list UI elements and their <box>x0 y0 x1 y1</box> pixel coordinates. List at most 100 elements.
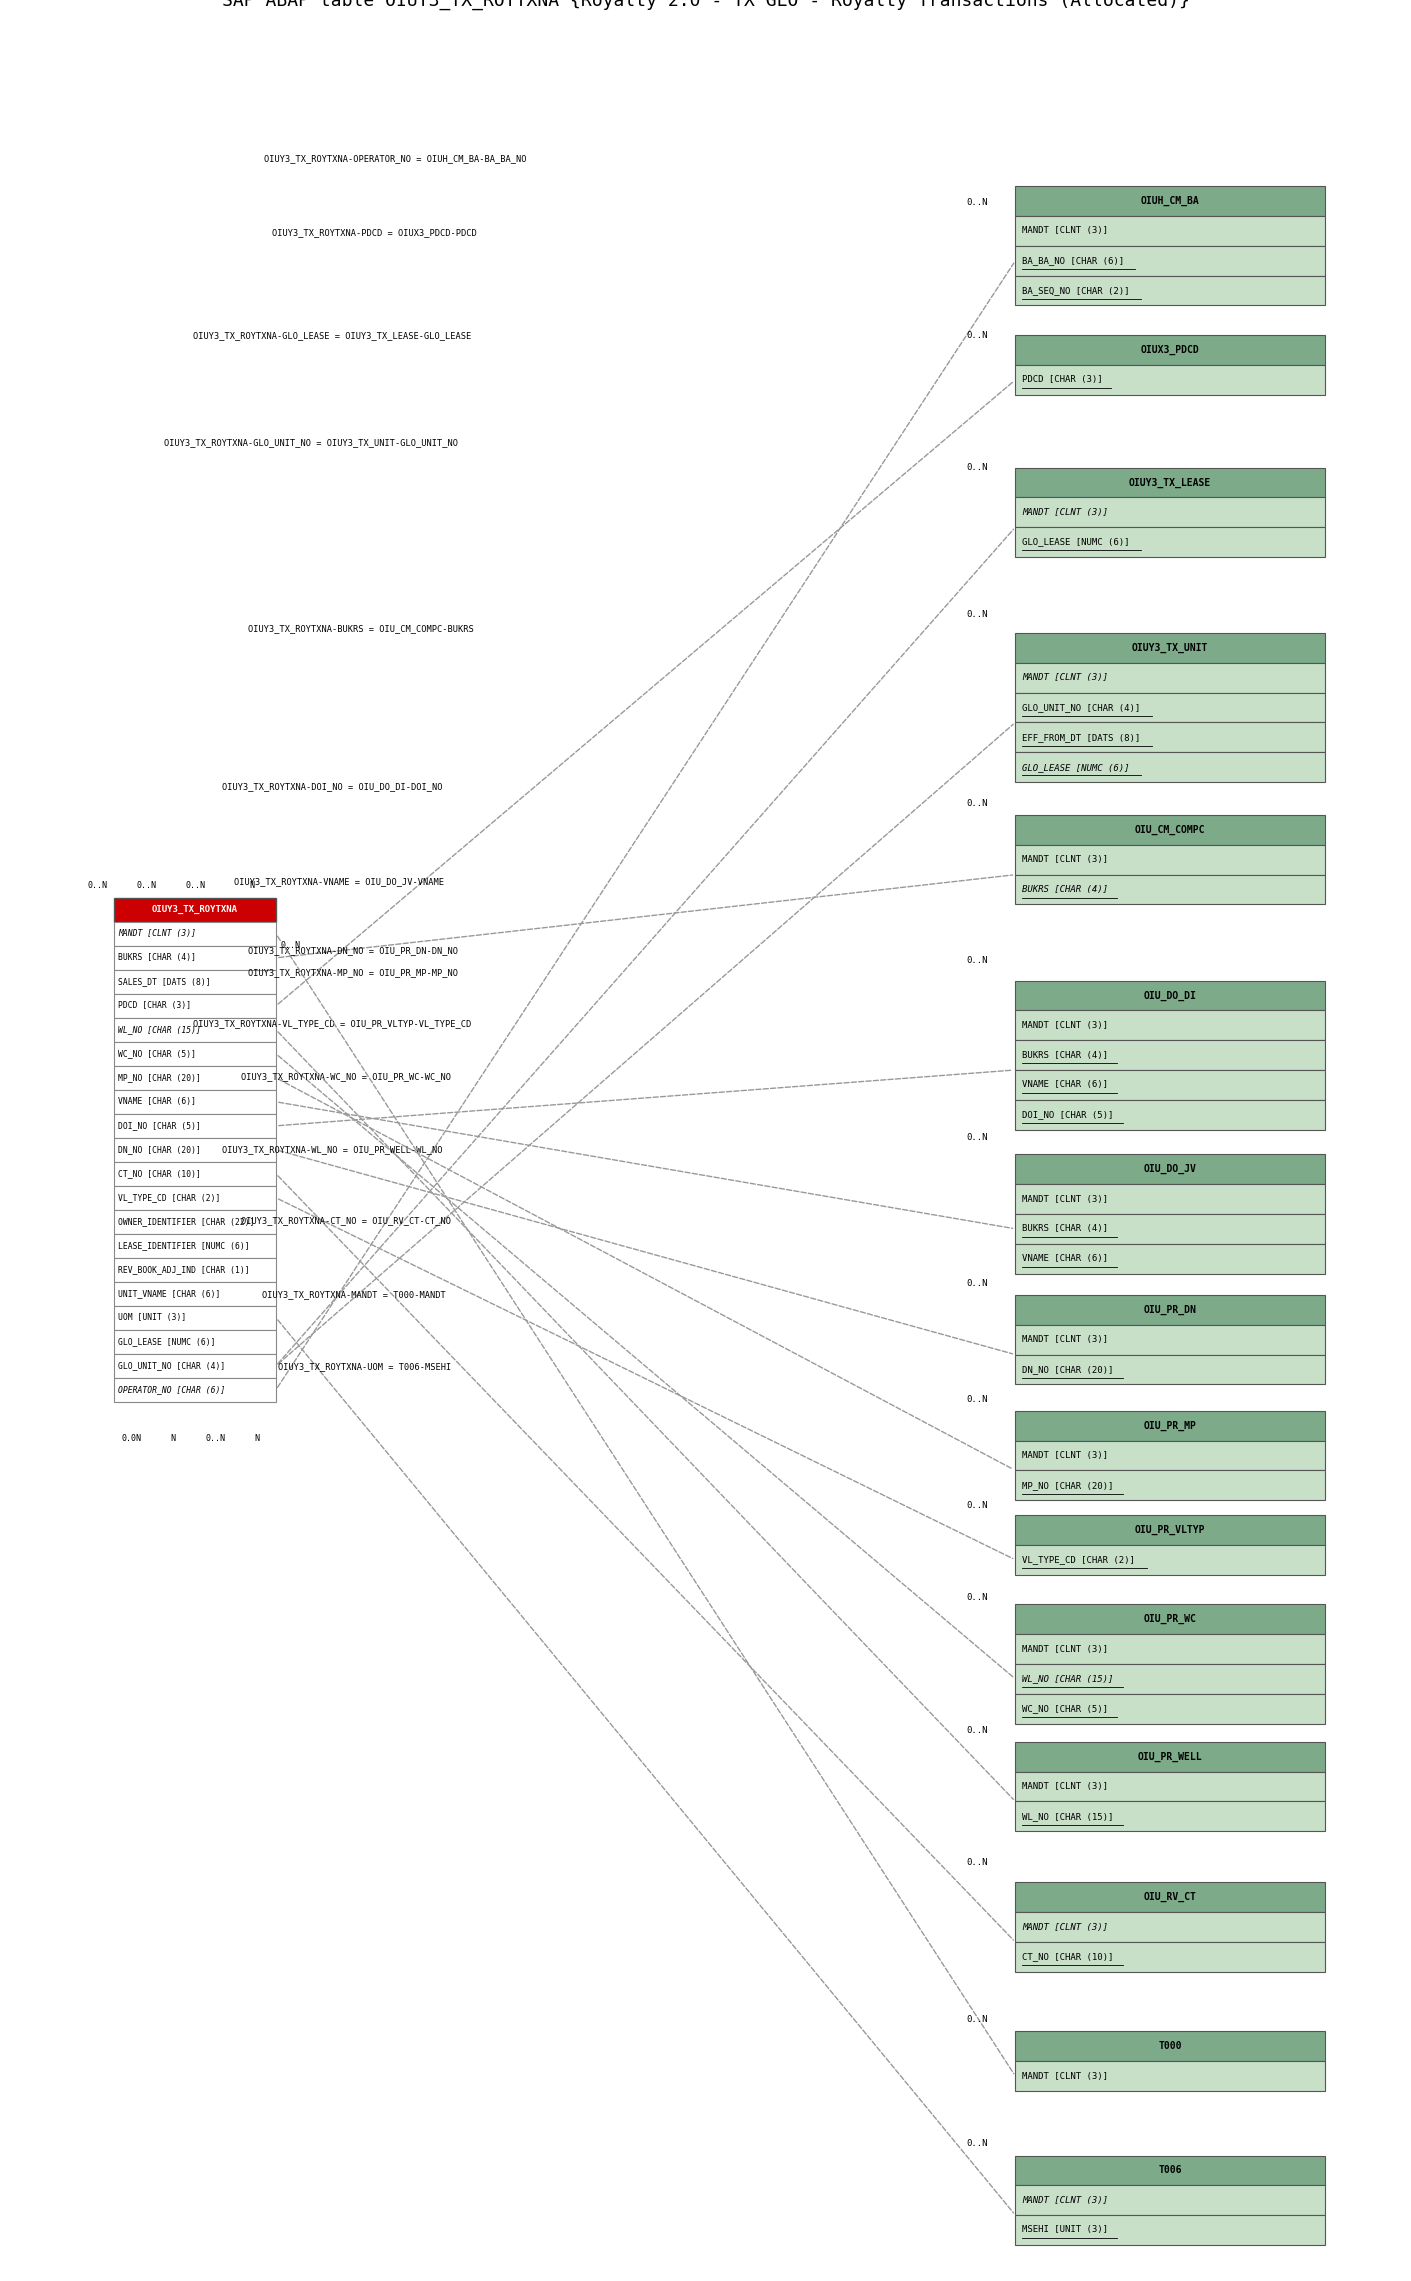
FancyBboxPatch shape <box>1016 1633 1325 1665</box>
Text: OPERATOR_NO [CHAR (6)]: OPERATOR_NO [CHAR (6)] <box>119 1385 226 1394</box>
FancyBboxPatch shape <box>1016 1412 1325 1442</box>
Text: 0..N: 0..N <box>967 1134 988 1143</box>
Text: T006: T006 <box>1158 2165 1182 2176</box>
Text: EFF_FROM_DT [DATS (8)]: EFF_FROM_DT [DATS (8)] <box>1023 732 1140 741</box>
FancyBboxPatch shape <box>1016 187 1325 217</box>
Text: MP_NO [CHAR (20)]: MP_NO [CHAR (20)] <box>1023 1480 1113 1489</box>
Text: 0..N: 0..N <box>967 1394 988 1403</box>
Text: N: N <box>255 1435 260 1444</box>
Text: WL_NO [CHAR (15)]: WL_NO [CHAR (15)] <box>1023 1674 1113 1683</box>
Text: OIU_DO_JV: OIU_DO_JV <box>1144 1163 1197 1175</box>
Text: BA_BA_NO [CHAR (6)]: BA_BA_NO [CHAR (6)] <box>1023 255 1125 265</box>
Text: DN_NO [CHAR (20)]: DN_NO [CHAR (20)] <box>1023 1364 1113 1373</box>
Text: OIUY3_TX_ROYTXNA-PDCD = OIUX3_PDCD-PDCD: OIUY3_TX_ROYTXNA-PDCD = OIUX3_PDCD-PDCD <box>272 228 477 237</box>
FancyBboxPatch shape <box>1016 468 1325 497</box>
Text: VNAME [CHAR (6)]: VNAME [CHAR (6)] <box>1023 1081 1109 1090</box>
FancyBboxPatch shape <box>114 1138 277 1161</box>
FancyBboxPatch shape <box>1016 1243 1325 1273</box>
Text: DOI_NO [CHAR (5)]: DOI_NO [CHAR (5)] <box>119 1122 202 1131</box>
Text: VL_TYPE_CD [CHAR (2)]: VL_TYPE_CD [CHAR (2)] <box>119 1193 220 1202</box>
Text: CT_NO [CHAR (10)]: CT_NO [CHAR (10)] <box>119 1170 202 1179</box>
Text: 0..N: 0..N <box>967 2016 988 2023</box>
FancyBboxPatch shape <box>114 1234 277 1257</box>
Text: N: N <box>171 1435 175 1444</box>
Text: OIU_RV_CT: OIU_RV_CT <box>1144 1893 1197 1902</box>
Text: 0..N: 0..N <box>967 198 988 208</box>
Text: OIUY3_TX_UNIT: OIUY3_TX_UNIT <box>1132 643 1208 652</box>
Text: VL_TYPE_CD [CHAR (2)]: VL_TYPE_CD [CHAR (2)] <box>1023 1556 1136 1565</box>
FancyBboxPatch shape <box>1016 1325 1325 1355</box>
FancyBboxPatch shape <box>1016 1515 1325 1544</box>
Text: OIUY3_TX_ROYTXNA-VNAME = OIU_DO_JV-VNAME: OIUY3_TX_ROYTXNA-VNAME = OIU_DO_JV-VNAME <box>234 876 444 885</box>
FancyBboxPatch shape <box>114 1042 277 1065</box>
Text: UNIT_VNAME [CHAR (6)]: UNIT_VNAME [CHAR (6)] <box>119 1289 220 1298</box>
FancyBboxPatch shape <box>114 1353 277 1378</box>
FancyBboxPatch shape <box>114 1113 277 1138</box>
FancyBboxPatch shape <box>114 1065 277 1090</box>
FancyBboxPatch shape <box>1016 1040 1325 1070</box>
FancyBboxPatch shape <box>114 1378 277 1403</box>
Text: WC_NO [CHAR (5)]: WC_NO [CHAR (5)] <box>119 1049 196 1058</box>
FancyBboxPatch shape <box>1016 1099 1325 1129</box>
Text: 0..N: 0..N <box>967 2140 988 2149</box>
Text: OIUY3_TX_LEASE: OIUY3_TX_LEASE <box>1129 477 1211 488</box>
FancyBboxPatch shape <box>114 995 277 1017</box>
Text: GLO_LEASE [NUMC (6)]: GLO_LEASE [NUMC (6)] <box>119 1337 216 1346</box>
Text: 0..N: 0..N <box>206 1435 226 1444</box>
Text: OIUY3_TX_ROYTXNA: OIUY3_TX_ROYTXNA <box>152 906 238 915</box>
FancyBboxPatch shape <box>1016 1911 1325 1941</box>
Text: REV_BOOK_ADJ_IND [CHAR (1)]: REV_BOOK_ADJ_IND [CHAR (1)] <box>119 1266 250 1275</box>
Text: OIU_PR_DN: OIU_PR_DN <box>1144 1305 1197 1316</box>
FancyBboxPatch shape <box>1016 2156 1325 2185</box>
Text: OWNER_IDENTIFIER [CHAR (22)]: OWNER_IDENTIFIER [CHAR (22)] <box>119 1218 255 1227</box>
Text: OIUY3_TX_ROYTXNA-DOI_NO = OIU_DO_DI-DOI_NO: OIUY3_TX_ROYTXNA-DOI_NO = OIU_DO_DI-DOI_… <box>222 782 443 792</box>
FancyBboxPatch shape <box>114 1330 277 1353</box>
Text: OIUY3_TX_ROYTXNA-BUKRS = OIU_CM_COMPC-BUKRS: OIUY3_TX_ROYTXNA-BUKRS = OIU_CM_COMPC-BU… <box>247 623 473 632</box>
Text: PDCD [CHAR (3)]: PDCD [CHAR (3)] <box>1023 376 1103 385</box>
Text: MP_NO [CHAR (20)]: MP_NO [CHAR (20)] <box>119 1074 202 1081</box>
Text: OIUY3_TX_ROYTXNA-WC_NO = OIU_PR_WC-WC_NO: OIUY3_TX_ROYTXNA-WC_NO = OIU_PR_WC-WC_NO <box>241 1072 452 1081</box>
Text: MANDT [CLNT (3)]: MANDT [CLNT (3)] <box>119 928 196 937</box>
FancyBboxPatch shape <box>1016 1544 1325 1574</box>
FancyBboxPatch shape <box>1016 874 1325 906</box>
Text: DOI_NO [CHAR (5)]: DOI_NO [CHAR (5)] <box>1023 1111 1113 1120</box>
FancyBboxPatch shape <box>1016 1471 1325 1501</box>
Text: BUKRS [CHAR (4)]: BUKRS [CHAR (4)] <box>1023 1225 1109 1234</box>
FancyBboxPatch shape <box>1016 2062 1325 2092</box>
Text: OIUY3_TX_ROYTXNA-WL_NO = OIU_PR_WELL-WL_NO: OIUY3_TX_ROYTXNA-WL_NO = OIU_PR_WELL-WL_… <box>222 1145 443 1154</box>
Text: 0..N: 0..N <box>967 956 988 965</box>
FancyBboxPatch shape <box>1016 1882 1325 1911</box>
Text: MANDT [CLNT (3)]: MANDT [CLNT (3)] <box>1023 1923 1109 1932</box>
FancyBboxPatch shape <box>114 1257 277 1282</box>
FancyBboxPatch shape <box>1016 1941 1325 1971</box>
Text: OIU_DO_DI: OIU_DO_DI <box>1144 990 1197 1001</box>
Text: MANDT [CLNT (3)]: MANDT [CLNT (3)] <box>1023 226 1109 235</box>
Text: 0..N: 0..N <box>281 942 301 951</box>
Text: MANDT [CLNT (3)]: MANDT [CLNT (3)] <box>1023 1022 1109 1029</box>
Text: 0..N: 0..N <box>967 1501 988 1510</box>
FancyBboxPatch shape <box>1016 2215 1325 2245</box>
FancyBboxPatch shape <box>1016 1604 1325 1633</box>
FancyBboxPatch shape <box>1016 1296 1325 1325</box>
Text: 0..N: 0..N <box>967 611 988 620</box>
FancyBboxPatch shape <box>1016 814 1325 844</box>
Text: MANDT [CLNT (3)]: MANDT [CLNT (3)] <box>1023 2071 1109 2080</box>
FancyBboxPatch shape <box>1016 1743 1325 1772</box>
Text: WL_NO [CHAR (15)]: WL_NO [CHAR (15)] <box>1023 1811 1113 1820</box>
FancyBboxPatch shape <box>1016 844 1325 874</box>
Text: OIUY3_TX_ROYTXNA-GLO_UNIT_NO = OIUY3_TX_UNIT-GLO_UNIT_NO: OIUY3_TX_ROYTXNA-GLO_UNIT_NO = OIUY3_TX_… <box>164 438 459 447</box>
Text: 0..N: 0..N <box>186 880 206 890</box>
Text: N: N <box>250 880 255 890</box>
Text: MANDT [CLNT (3)]: MANDT [CLNT (3)] <box>1023 855 1109 864</box>
Text: OIUY3_TX_ROYTXNA-CT_NO = OIU_RV_CT-CT_NO: OIUY3_TX_ROYTXNA-CT_NO = OIU_RV_CT-CT_NO <box>241 1216 452 1225</box>
FancyBboxPatch shape <box>1016 1442 1325 1471</box>
FancyBboxPatch shape <box>1016 1802 1325 1832</box>
Text: OIU_CM_COMPC: OIU_CM_COMPC <box>1134 826 1205 835</box>
FancyBboxPatch shape <box>114 1282 277 1305</box>
Text: OIUY3_TX_ROYTXNA-DN_NO = OIU_PR_DN-DN_NO: OIUY3_TX_ROYTXNA-DN_NO = OIU_PR_DN-DN_NO <box>248 947 459 956</box>
Text: 0..N: 0..N <box>967 463 988 472</box>
Text: 0..N: 0..N <box>137 880 157 890</box>
FancyBboxPatch shape <box>1016 753 1325 782</box>
Text: MANDT [CLNT (3)]: MANDT [CLNT (3)] <box>1023 2197 1109 2206</box>
FancyBboxPatch shape <box>1016 1213 1325 1243</box>
